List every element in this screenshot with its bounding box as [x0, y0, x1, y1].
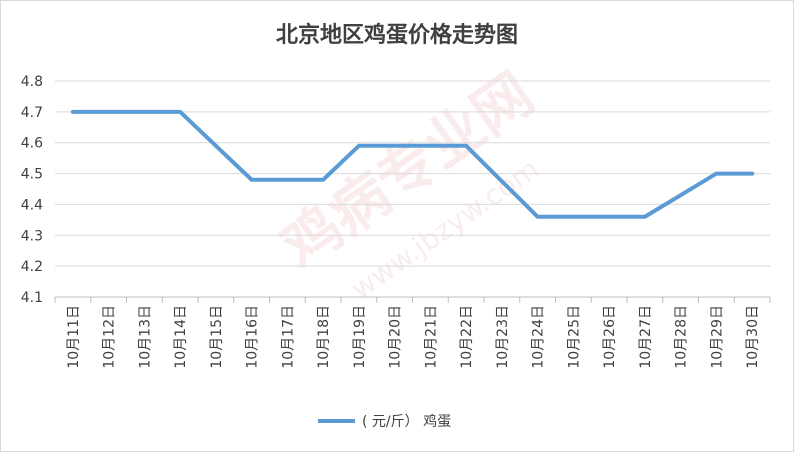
y-tick-label: 4.7 — [21, 105, 43, 121]
x-tick-label: 10月18日 — [316, 305, 332, 369]
y-tick-label: 4.4 — [21, 197, 43, 213]
x-tick-label: 10月16日 — [245, 305, 261, 369]
x-tick-label: 10月20日 — [388, 305, 404, 369]
x-tick-label: 10月29日 — [709, 305, 725, 369]
gridlines — [55, 80, 770, 267]
x-tick-label: 10月14日 — [173, 305, 189, 369]
legend-label: ( 元/斤） 鸡蛋 — [362, 413, 451, 430]
x-tick-label: 10月15日 — [209, 305, 225, 369]
legend: ( 元/斤） 鸡蛋 — [318, 413, 451, 430]
y-tick-label: 4.3 — [21, 228, 43, 244]
x-tick-label: 10月21日 — [423, 305, 439, 369]
y-tick-label: 4.6 — [21, 136, 43, 152]
series-layer — [70, 109, 755, 219]
y-tick-label: 4.1 — [21, 290, 43, 306]
x-tick-label: 10月30日 — [745, 305, 761, 369]
x-tick-label: 10月11日 — [66, 305, 82, 369]
x-tick-label: 10月19日 — [352, 305, 368, 369]
x-tick-label: 10月24日 — [531, 305, 547, 369]
x-tick-label: 10月25日 — [566, 305, 582, 369]
x-tick-label: 10月17日 — [280, 305, 296, 369]
x-tick-label: 10月23日 — [495, 305, 511, 369]
x-tick-label: 10月13日 — [137, 305, 153, 369]
chart-title: 北京地区鸡蛋价格走势图 — [276, 22, 518, 48]
x-tick-label: 10月12日 — [102, 305, 118, 369]
x-tick-label: 10月22日 — [459, 305, 475, 369]
series-line — [70, 109, 755, 219]
x-tick-label: 10月26日 — [602, 305, 618, 369]
x-tick-label: 10月28日 — [674, 305, 690, 369]
x-tick-label: 10月27日 — [638, 305, 654, 369]
x-axis: 10月11日 10月12日 10月13日 10月14日 10月15日 10月16日 10月1… — [54, 296, 771, 369]
y-tick-label: 4.5 — [21, 167, 43, 183]
y-axis-ticks: 4.1 4.2 4.3 4.4 4.5 4.6 4.7 4.8 — [21, 74, 43, 306]
y-tick-label: 4.8 — [21, 74, 43, 90]
y-tick-label: 4.2 — [21, 259, 43, 275]
